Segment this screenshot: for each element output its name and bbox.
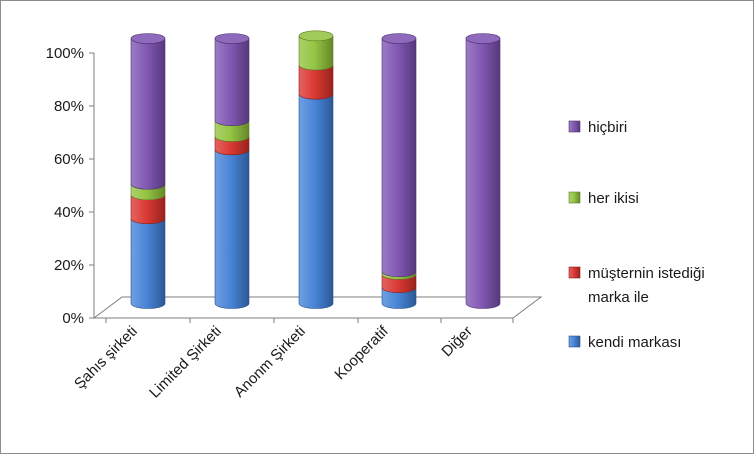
- legend-swatch: [568, 266, 581, 279]
- bar-segment-hicbiri: [465, 38, 501, 309]
- legend-label: hiçbiri: [588, 119, 627, 136]
- legend-item-musternin-istedigi-marka-ile: müşternin istediği marka ile: [568, 265, 705, 306]
- bar-top-her-ikisi: [298, 30, 334, 42]
- y-tick-label: 40%: [54, 204, 84, 221]
- category-label-anonm-sirketi: Anonm Şirketi: [231, 323, 309, 401]
- legend-swatch: [568, 191, 581, 204]
- category-label-limited-sirketi: Limited Şirketi: [146, 323, 225, 402]
- category-label-diger: Diğer: [438, 323, 475, 360]
- bar-segment-hicbiri: [130, 38, 166, 190]
- bar-stack-anonm-sirketi: [298, 30, 334, 309]
- legend-label: marka ile: [588, 289, 649, 306]
- bar-stack-diger: [465, 33, 501, 309]
- y-tick-label: 100%: [46, 45, 84, 62]
- bar-top-hicbiri: [130, 33, 166, 44]
- bar-segment-kendi-markasi: [130, 218, 166, 309]
- bar-segment-kendi-markasi: [214, 149, 250, 309]
- bar-segment-hicbiri: [214, 38, 250, 126]
- y-tick-label: 20%: [54, 257, 84, 274]
- bar-top-hicbiri: [214, 33, 250, 44]
- legend: hiçbiri her ikisi müşternin istediği marka …: [568, 119, 705, 351]
- legend-label: her ikisi: [588, 190, 639, 207]
- legend-item-her-ikisi: her ikisi: [568, 190, 639, 207]
- legend-swatch: [568, 120, 581, 133]
- legend-item-kendi-markasi: kendi markası: [568, 334, 681, 351]
- bar-stack-sahis-sirketi: [130, 33, 166, 309]
- bar-stack-limited-sirketi: [214, 33, 250, 309]
- bar-top-hicbiri: [381, 33, 417, 44]
- category-label-sahis-sirketi: Şahıs şirketi: [71, 323, 141, 393]
- y-tick-label: 0%: [62, 310, 84, 327]
- legend-label: müşternin istediği: [588, 265, 705, 282]
- bar-segment-hicbiri: [381, 38, 417, 277]
- legend-item-hicbiri: hiçbiri: [568, 119, 627, 136]
- bars: [130, 30, 501, 309]
- bar-stack-kooperatif: [381, 33, 417, 309]
- bar-segment-kendi-markasi: [298, 94, 334, 309]
- y-axis: 0% 20% 40% 60% 80% 100%: [46, 45, 514, 327]
- legend-swatch: [568, 335, 581, 348]
- legend-label: kendi markası: [588, 334, 681, 351]
- category-label-kooperatif: Kooperatif: [331, 322, 392, 383]
- category-labels: Şahıs şirketi Limited Şirketi Anonm Şirket…: [71, 322, 476, 401]
- bar-top-hicbiri: [465, 33, 501, 44]
- y-tick-label: 80%: [54, 98, 84, 115]
- y-tick-label: 60%: [54, 151, 84, 168]
